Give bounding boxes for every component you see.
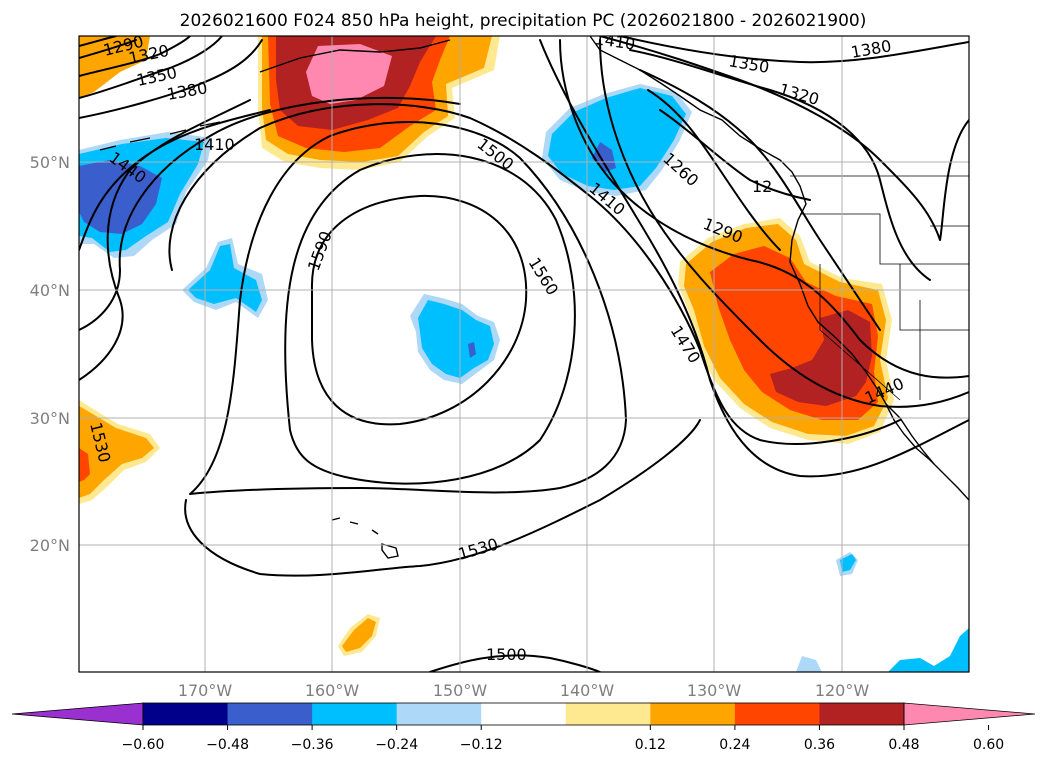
contour-1530-loop [189, 121, 627, 495]
precip-neg-small-w-cyan [188, 244, 262, 312]
contour-1350-w [79, 36, 223, 99]
lat-label-30n: 30°N [30, 409, 70, 428]
precip-neg-west-blue [79, 160, 162, 234]
contour-1350-ne [619, 36, 969, 64]
lon-axis-labels: 170°W 160°W 150°W 140°W 130°W 120°W [178, 681, 870, 700]
political-borders [790, 175, 969, 401]
precip-neg-se-2 [796, 656, 822, 672]
contour-1410 [79, 39, 969, 379]
contour-label: 1500 [486, 645, 527, 664]
precip-neg-se-1b [840, 554, 856, 572]
lon-label-160w: 160°W [305, 681, 360, 700]
colorbar-segment [396, 703, 482, 725]
map-panel: 1290 1320 1350 1380 1410 1440 1590 1500 … [30, 29, 970, 700]
lat-axis-labels: 50°N 40°N 30°N 20°N [30, 153, 70, 555]
colorbar-tick-label: −0.60 [122, 737, 165, 753]
colorbar-extend-low [11, 702, 144, 726]
lon-label-120w: 120°W [815, 681, 870, 700]
contour-label: 12 [752, 177, 772, 196]
contour-1320-w [79, 36, 191, 77]
lon-label-130w: 130°W [687, 681, 742, 700]
contour-1260-ne [647, 89, 781, 251]
border-states-2 [819, 264, 901, 401]
colorbar-tick-label: −0.36 [291, 737, 334, 753]
precip-neg-se-3 [888, 628, 969, 672]
colorbar-outline [142, 702, 905, 726]
colorbar-segment [481, 703, 567, 725]
colorbar-tick-label: 0.24 [719, 737, 750, 753]
colorbar-tick-label: −0.12 [460, 737, 503, 753]
coastlines [99, 36, 969, 559]
contour-1320-ne [629, 49, 931, 281]
colorbar-segment [819, 703, 905, 725]
height-contours [79, 36, 969, 672]
colorbar-tick-label: 0.36 [804, 737, 835, 753]
contour-1440 [79, 39, 969, 408]
border-states-3 [899, 264, 969, 331]
precip-pos-small-s-orange [342, 618, 376, 652]
precip-pos-sw-orange [79, 406, 154, 498]
contour-1560 [284, 153, 576, 485]
gridlines [79, 36, 969, 672]
contour-1470 [79, 39, 969, 478]
contour-1230-ne [659, 109, 811, 201]
colorbar-segment [312, 703, 398, 725]
coast-north-america [589, 36, 969, 501]
colorbar-segment [227, 703, 313, 725]
contour-label: 1410 [593, 29, 636, 53]
precip-neg-central-blue [468, 342, 476, 358]
colorbar-tick-label: −0.48 [206, 737, 249, 753]
contour-labels: 1290 1320 1350 1380 1410 1440 1590 1500 … [86, 29, 907, 664]
colorbar-tick-label: 0.48 [888, 737, 919, 753]
figure-title: 2026021600 F024 850 hPa height, precipit… [180, 11, 867, 31]
contour-1380-ne [599, 36, 969, 241]
coast-baja [885, 403, 935, 465]
colorbar-segment [565, 703, 651, 725]
colorbar-segment [734, 703, 820, 725]
map-content: 1290 1320 1350 1380 1410 1440 1590 1500 … [79, 29, 969, 672]
contour-1290-w [79, 39, 137, 59]
contour-1290-ne [639, 69, 881, 331]
colorbar-segment [650, 703, 736, 725]
coast-hawaii [331, 517, 399, 559]
colorbar-tick-label: 0.12 [635, 737, 666, 753]
colorbar: −0.60 −0.48 −0.36 −0.24 −0.12 0.12 0.24 0.36 0.4… [11, 702, 1036, 753]
colorbar-segment [143, 703, 229, 725]
colorbar-tick-label: 0.60 [973, 737, 1004, 753]
map-frame [78, 35, 970, 673]
contour-label: 1410 [194, 135, 235, 154]
precip-pos-ca-darkred [770, 310, 872, 406]
precip-pos-north-pink [306, 44, 392, 104]
coast-aleutians [99, 121, 221, 151]
contour-1500-south [429, 654, 601, 672]
lon-label-170w: 170°W [178, 681, 233, 700]
precip-pos-sw-red [79, 448, 90, 482]
border-states-1 [800, 213, 969, 265]
colorbar-ticks: −0.60 −0.48 −0.36 −0.24 −0.12 0.12 0.24 0.36 0.4… [122, 725, 1004, 753]
lon-label-140w: 140°W [560, 681, 615, 700]
colorbar-extend-high [903, 702, 1036, 726]
lat-label-50n: 50°N [30, 153, 70, 172]
colorbar-segments [11, 702, 1036, 726]
contour-1530-south [184, 419, 701, 577]
lon-label-150w: 150°W [433, 681, 488, 700]
lat-label-20n: 20°N [30, 536, 70, 555]
contour-1380-w [79, 39, 263, 119]
lat-label-40n: 40°N [30, 281, 70, 300]
colorbar-tick-label: −0.24 [375, 737, 418, 753]
precip-neg-central-cyan [418, 300, 494, 378]
contour-1500-north [168, 103, 901, 445]
coast-alaska [259, 39, 451, 73]
